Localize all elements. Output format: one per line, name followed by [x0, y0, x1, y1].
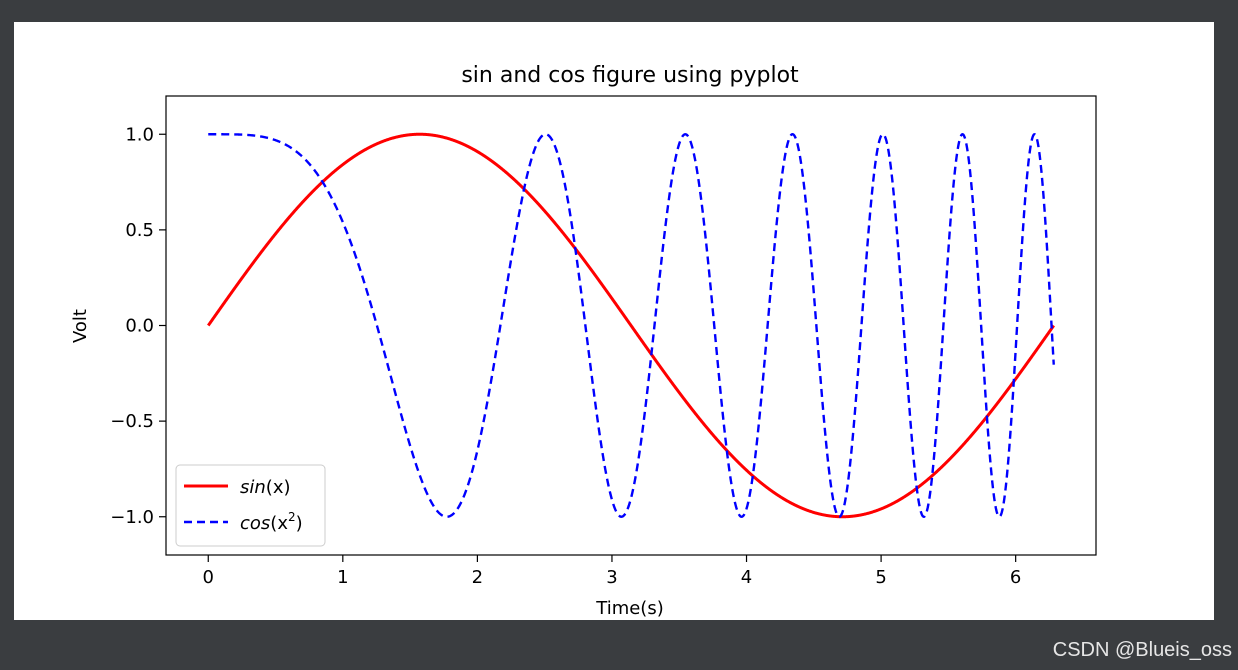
series-line-cos: [208, 133, 1055, 518]
y-tick-label: 0.5: [125, 220, 154, 241]
y-tick-label: −0.5: [110, 411, 154, 432]
watermark-text: CSDN @Blueis_oss: [1052, 639, 1232, 661]
x-tick-label: 4: [741, 567, 752, 588]
legend-cos-sup: 2: [288, 510, 296, 524]
y-axis: −1.0 −0.5 0.0 0.5 1.0: [110, 124, 166, 528]
legend-label-sin: sin(x): [240, 477, 291, 498]
x-axis-label: Time(s): [595, 598, 663, 619]
x-tick-label: 3: [606, 567, 617, 588]
legend-cos-arg: (x: [270, 513, 288, 534]
y-tick-label: −1.0: [110, 507, 154, 528]
x-tick-label: 2: [472, 567, 483, 588]
y-axis-label: Volt: [70, 309, 91, 343]
y-tick-label: 1.0: [125, 124, 154, 145]
x-tick-label: 1: [337, 567, 348, 588]
chart-title: sin and cos figure using pyplot: [461, 63, 799, 88]
legend-sin-arg: (x): [266, 477, 291, 498]
x-tick-label: 0: [203, 567, 214, 588]
x-axis: 0 1 2 3 4 5 6: [203, 555, 1021, 588]
x-tick-label: 6: [1010, 567, 1021, 588]
series-layer: [207, 132, 1055, 519]
legend-cos-fn: cos: [240, 513, 270, 534]
legend-sin-fn: sin: [240, 477, 266, 498]
x-tick-label: 5: [875, 567, 886, 588]
y-tick-label: 0.0: [125, 316, 154, 337]
legend-label-cos: cos(x2): [240, 510, 303, 534]
legend: sin(x) cos(x2): [175, 464, 326, 547]
series-line-sin: [207, 132, 1055, 519]
legend-cos-close: ): [296, 513, 303, 534]
